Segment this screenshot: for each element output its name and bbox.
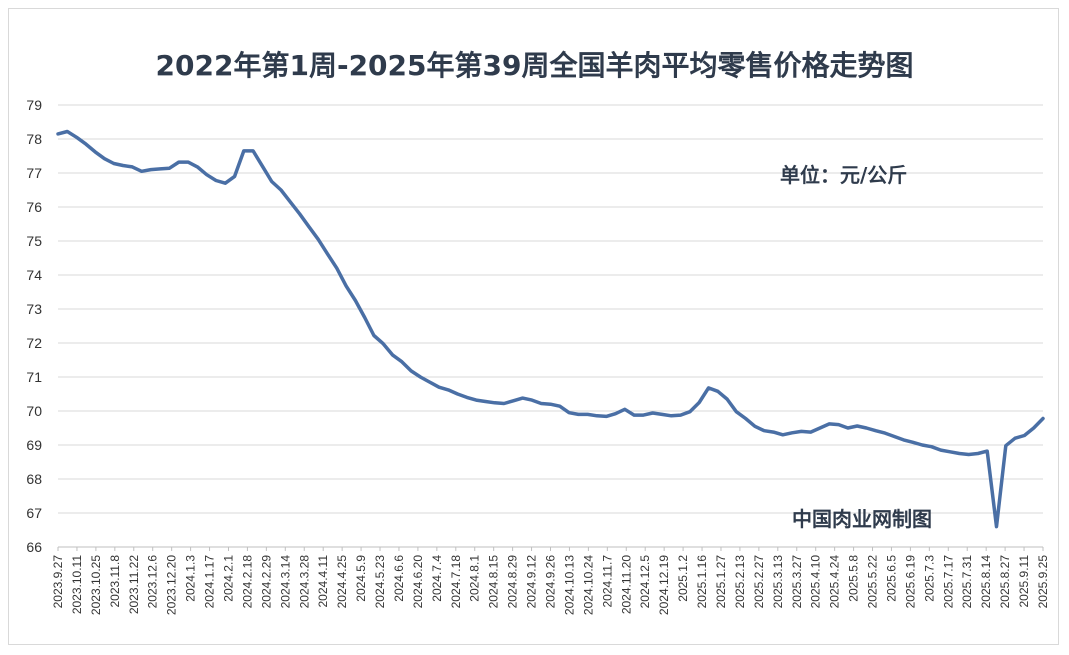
x-tick-label: 2025.7.17 (941, 555, 955, 609)
x-tick-label: 2024.9.26 (544, 555, 558, 609)
x-tick-label: 2024.10.24 (581, 555, 595, 615)
x-tick-label: 2024.7.18 (449, 555, 463, 609)
x-tick-label: 2024.4.25 (335, 555, 349, 609)
y-tick-label: 68 (26, 471, 42, 487)
x-tick-label: 2023.10.25 (89, 555, 103, 615)
x-tick-label: 2024.2.18 (240, 555, 254, 609)
x-tick-label: 2025.3.13 (771, 555, 785, 609)
y-axis-ticks: 66 67 68 69 70 71 72 73 74 75 76 77 78 79 (26, 97, 42, 555)
y-tick-label: 73 (26, 301, 42, 317)
x-tick-label: 2023.12.20 (165, 555, 179, 615)
y-tick-label: 71 (26, 369, 42, 385)
x-tick-label: 2024.8.29 (506, 555, 520, 609)
y-tick-label: 75 (26, 233, 42, 249)
x-tick-label: 2025.5.8 (847, 555, 861, 602)
x-tick-label: 2024.11.20 (619, 555, 633, 614)
x-tick-label: 2024.5.23 (373, 555, 387, 609)
x-tick-label: 2025.6.5 (884, 555, 898, 602)
x-tick-label: 2025.3.27 (790, 555, 804, 609)
chart-title: 2022年第1周-2025年第39周全国羊肉平均零售价格走势图 (155, 49, 914, 82)
unit-label: 单位：元/公斤 (780, 163, 908, 187)
x-tick-label: 2024.1.17 (203, 555, 217, 609)
x-tick-label: 2025.7.3 (922, 555, 936, 602)
y-tick-label: 74 (26, 267, 42, 283)
y-tick-label: 79 (26, 97, 42, 113)
x-tick-label: 2024.5.9 (354, 555, 368, 602)
x-tick-label: 2024.3.14 (278, 555, 292, 609)
x-tick-label: 2025.4.10 (809, 555, 823, 609)
y-tick-label: 76 (26, 199, 42, 215)
x-tick-label: 2025.9.11 (1017, 555, 1031, 608)
source-label: 中国肉业网制图 (792, 507, 932, 531)
x-tick-label: 2025.2.13 (733, 555, 747, 609)
y-tick-label: 69 (26, 437, 42, 453)
x-tick-label: 2024.11.7 (600, 555, 614, 608)
x-tick-label: 2024.10.13 (562, 555, 576, 615)
x-tick-label: 2025.1.27 (714, 555, 728, 609)
chart-frame (8, 8, 1059, 645)
y-tick-label: 67 (26, 505, 42, 521)
x-tick-label: 2024.6.6 (392, 555, 406, 602)
x-tick-label: 2025.1.2 (676, 555, 690, 602)
y-tick-label: 72 (26, 335, 42, 351)
x-tick-label: 2024.9.12 (525, 555, 539, 609)
x-tick-label: 2024.2.29 (259, 555, 273, 609)
x-tick-label: 2025.5.22 (866, 555, 880, 609)
x-tick-label: 2025.6.19 (903, 555, 917, 609)
x-tick-label: 2023.11.22 (127, 555, 141, 614)
x-tick-label: 2024.8.1 (468, 555, 482, 602)
x-tick-label: 2025.2.27 (752, 555, 766, 609)
x-tick-label: 2024.3.28 (297, 555, 311, 609)
x-tick-label: 2024.6.20 (411, 555, 425, 609)
y-tick-label: 70 (26, 403, 42, 419)
y-tick-label: 78 (26, 131, 42, 147)
x-tick-label: 2024.12.5 (638, 555, 652, 609)
x-tick-label: 2023.10.11 (70, 555, 84, 614)
x-tick-label: 2023.12.6 (146, 555, 160, 609)
x-tick-label: 2024.12.19 (657, 555, 671, 615)
x-tick-label: 2024.1.3 (184, 555, 198, 602)
x-tick-label: 2025.8.27 (998, 555, 1012, 609)
x-tick-label: 2024.4.11 (316, 555, 330, 608)
series-layer (56, 129, 1045, 529)
x-tick-label: 2024.7.4 (430, 555, 444, 602)
y-tick-label: 66 (26, 539, 42, 555)
y-tick-label: 77 (26, 165, 42, 181)
x-tick-label: 2024.8.15 (487, 555, 501, 609)
x-tick-label: 2025.1.16 (695, 555, 709, 609)
series-line (56, 129, 1045, 529)
x-tick-label: 2025.9.25 (1036, 555, 1050, 609)
x-tick-label: 2024.2.1 (221, 555, 235, 602)
x-axis-ticks: 2023.9.27 2023.10.11 2023.10.25 2023.11.8 20… (51, 547, 1050, 615)
x-tick-label: 2025.4.24 (828, 555, 842, 609)
x-tick-label: 2025.7.31 (960, 555, 974, 609)
x-tick-label: 2023.9.27 (51, 555, 65, 609)
x-tick-label: 2023.11.8 (108, 555, 122, 608)
x-tick-label: 2025.8.14 (979, 555, 993, 609)
